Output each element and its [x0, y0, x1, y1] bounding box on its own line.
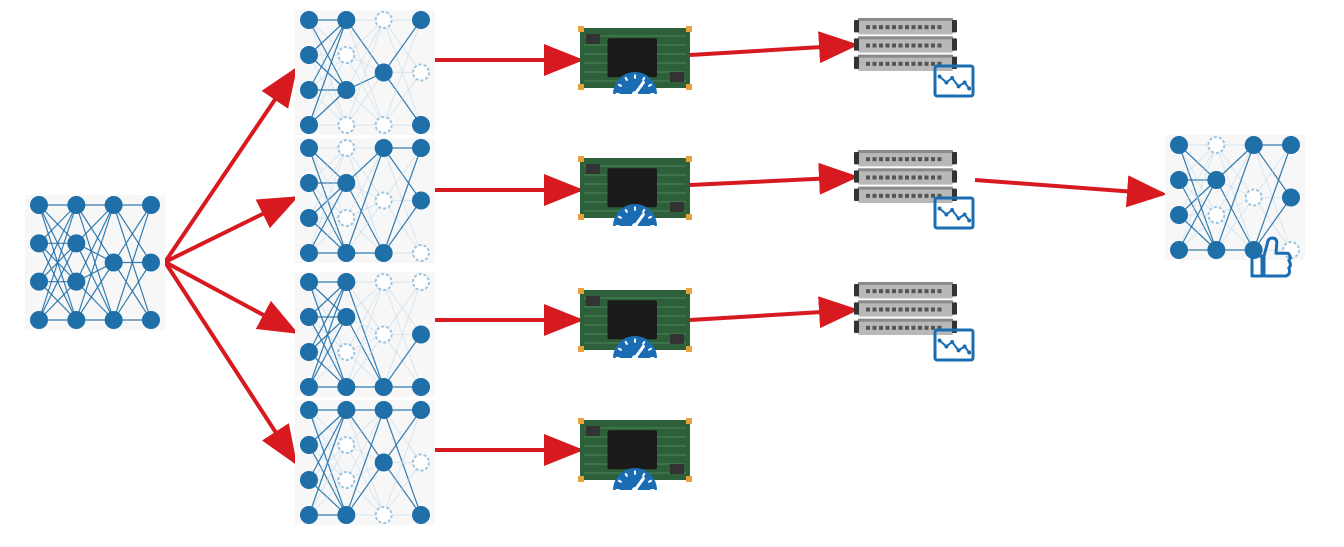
gauge-icon-3: [613, 468, 657, 493]
arrow-to-server-0: [690, 45, 855, 55]
pruned-network-3: [295, 400, 435, 525]
arrow-fanout-3: [165, 262, 295, 462]
fpga-board-2: [578, 288, 692, 352]
diagram-svg: [0, 0, 1344, 547]
metric-chart-icon-2: [935, 330, 973, 360]
fpga-board-3: [578, 418, 692, 482]
arrow-fanout-1: [165, 198, 295, 262]
pruned-network-0: [295, 10, 435, 135]
arrow-fanout-0: [165, 70, 295, 262]
server-stack-0: [854, 18, 957, 71]
arrow-to-final-0: [975, 180, 1163, 194]
metric-chart-icon-1: [935, 198, 973, 228]
arrow-to-server-2: [690, 310, 855, 320]
metric-chart-icon-0: [935, 66, 973, 96]
thumbs-up-icon: [1252, 238, 1290, 276]
server-stack-1: [854, 150, 957, 203]
gauge-icon-0: [613, 72, 657, 97]
server-stack-2: [854, 282, 957, 335]
original-network: [25, 195, 165, 330]
selected-network: [1165, 135, 1305, 260]
arrow-to-server-1: [690, 177, 855, 185]
fpga-board-0: [578, 26, 692, 90]
fpga-board-1: [578, 156, 692, 220]
pruned-network-1: [295, 138, 435, 263]
pruned-network-2: [295, 272, 435, 397]
gauge-icon-1: [613, 204, 657, 229]
arrow-fanout-2: [165, 262, 295, 332]
pruning-pipeline-diagram: [0, 0, 1344, 547]
gauge-icon-2: [613, 336, 657, 361]
